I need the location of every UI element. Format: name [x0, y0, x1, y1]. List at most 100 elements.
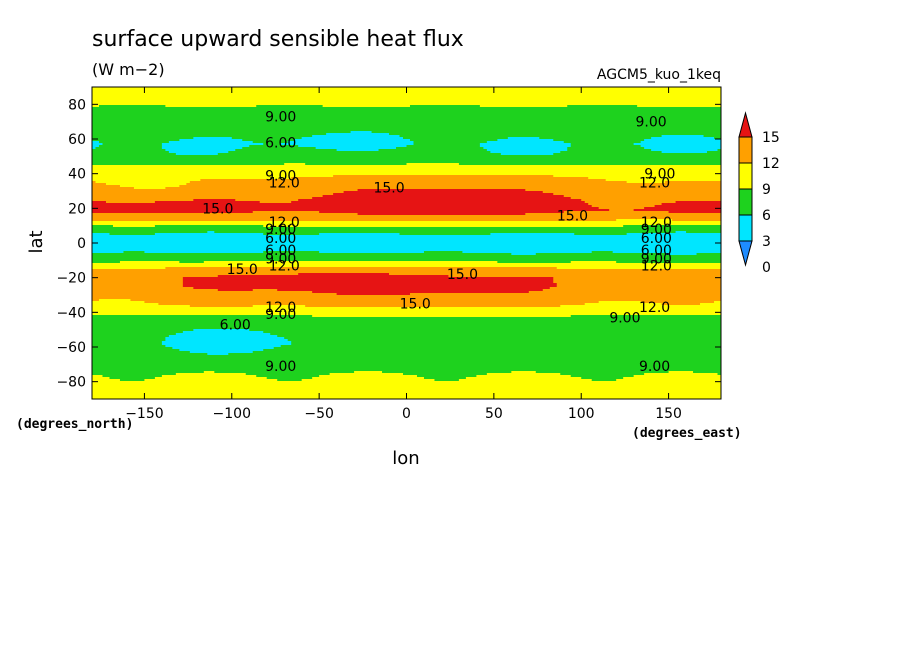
field-cell: [263, 143, 282, 146]
field-cell: [560, 151, 663, 154]
colorbar-label: 6: [762, 208, 771, 224]
contour-label: 6.00: [265, 231, 296, 247]
field-cell: [305, 163, 408, 166]
field-cell: [92, 327, 721, 330]
x-tick-label: 50: [485, 406, 503, 422]
field-cell: [193, 329, 250, 332]
field-cell: [406, 163, 460, 166]
field-cell: [654, 205, 721, 208]
field-cell: [284, 337, 721, 340]
field-cell: [92, 111, 721, 114]
field-cell: [102, 375, 163, 378]
chart-title: surface upward sensible heat flux: [92, 27, 464, 52]
field-cell: [294, 139, 411, 142]
field-cell: [312, 291, 530, 294]
field-cell: [92, 271, 721, 274]
field-cell: [161, 145, 250, 148]
field-cell: [92, 179, 201, 182]
field-cell: [92, 209, 610, 212]
field-cell: [92, 233, 111, 236]
field-cell: [423, 251, 464, 254]
field-cell: [154, 233, 264, 236]
colorbar-label: 0: [762, 260, 771, 276]
y-axis-label: lat: [26, 230, 47, 253]
field-cell: [92, 117, 721, 120]
field-cell: [92, 205, 593, 208]
field-cell: [553, 277, 721, 280]
field-cell: [92, 357, 721, 360]
field-cell: [92, 319, 721, 322]
field-cell: [581, 199, 721, 202]
field-cell: [92, 97, 721, 100]
field-cell: [301, 137, 404, 140]
field-cell: [458, 163, 721, 166]
field-cell: [661, 135, 705, 138]
field-cell: [92, 281, 184, 284]
field-cell: [626, 233, 721, 236]
contour-label: 9.00: [609, 311, 640, 327]
field-cell: [263, 251, 320, 254]
field-cell: [343, 191, 544, 194]
field-cell: [581, 377, 624, 380]
field-cell: [92, 359, 721, 362]
colorbar-bottom-arrow: [738, 240, 753, 267]
field-cell: [92, 207, 600, 210]
field-cell: [92, 115, 721, 118]
x-tick-label: 150: [655, 406, 682, 422]
field-cell: [553, 193, 721, 196]
field-cell: [403, 373, 488, 376]
field-cell: [406, 145, 481, 148]
field-cell: [298, 199, 582, 202]
field-cell: [92, 221, 721, 224]
field-cell: [665, 253, 698, 256]
field-cell: [98, 145, 163, 148]
field-cell: [92, 211, 254, 214]
field-cell: [291, 177, 589, 180]
field-cell: [144, 301, 600, 304]
colorbar-top-arrow: [738, 111, 753, 138]
field-cell: [644, 139, 721, 142]
field-cell: [92, 379, 121, 382]
field-cell: [92, 291, 313, 294]
field-cell: [95, 147, 163, 150]
field-cell: [252, 305, 306, 308]
field-cell: [92, 289, 219, 292]
contour-label: 15.0: [227, 262, 258, 278]
field-cell: [92, 225, 114, 228]
field-cell: [567, 105, 638, 108]
field-cell: [326, 133, 390, 136]
field-cell: [252, 141, 289, 144]
field-cell: [92, 133, 327, 136]
field-cell: [263, 233, 320, 236]
field-cell: [640, 301, 715, 304]
field-cell: [280, 345, 721, 348]
field-cell: [92, 251, 125, 254]
field-cell: [616, 261, 721, 264]
field-cell: [633, 209, 721, 212]
field-cell: [570, 261, 617, 264]
field-cell: [92, 95, 721, 98]
field-cell: [92, 131, 352, 134]
field-cell: [92, 153, 177, 156]
y-tick-label: 40: [68, 167, 86, 183]
field-cell: [214, 371, 355, 374]
field-cell: [92, 183, 107, 186]
colorbar-segment: [738, 162, 753, 190]
field-cell: [203, 261, 498, 264]
field-cell: [609, 209, 635, 212]
field-cell: [605, 179, 721, 182]
field-cell: [92, 277, 184, 280]
contour-label: 9.00: [265, 109, 296, 125]
field-cell: [92, 129, 721, 132]
field-cell: [182, 281, 554, 284]
contour-label: 9.00: [641, 252, 672, 268]
field-cell: [92, 223, 721, 226]
field-cell: [92, 363, 721, 366]
x-axis-ticks: −150 −100 −50 0 50 100 150: [125, 87, 682, 422]
field-cell: [301, 379, 436, 382]
field-cell: [102, 143, 163, 146]
field-cell: [217, 289, 254, 292]
field-cell: [119, 185, 180, 188]
field-cell: [675, 231, 687, 234]
field-cell: [92, 381, 721, 384]
